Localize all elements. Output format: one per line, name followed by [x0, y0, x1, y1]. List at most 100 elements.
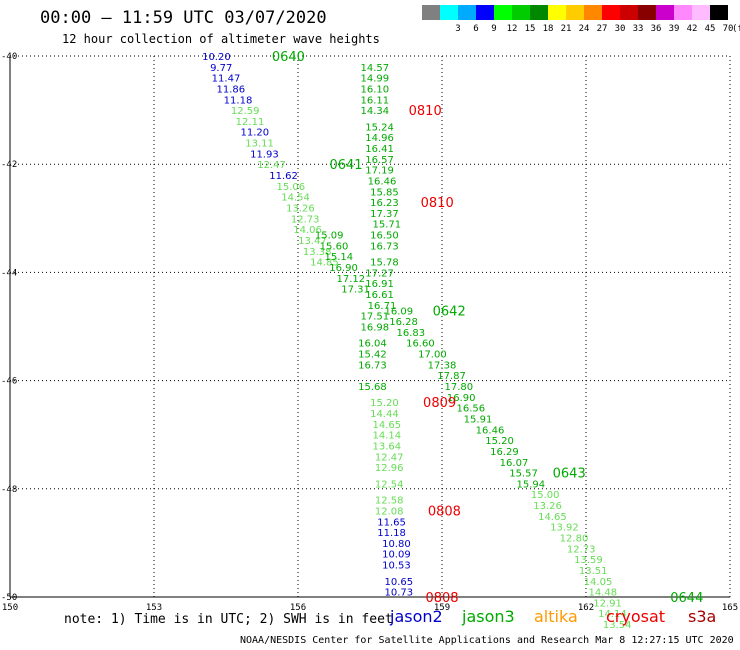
legend-swatch	[638, 5, 656, 20]
wave-height-value: 16.41	[365, 144, 394, 155]
satellite-label: jason3	[462, 607, 515, 626]
wave-height-value: 16.91	[365, 279, 394, 290]
wave-height-value: 13.26	[286, 203, 315, 214]
wave-height-value: 14.44	[370, 409, 399, 420]
satellite-label: s3a	[688, 607, 717, 626]
wave-height-value: 17.37	[370, 209, 399, 220]
wave-height-value: 14.34	[360, 106, 389, 117]
wave-height-value: 12.73	[567, 544, 596, 555]
wave-height-value: 11.18	[377, 528, 406, 539]
pass-time-label: 0808	[428, 504, 461, 519]
wave-height-value: 11.18	[224, 95, 253, 106]
wave-height-value: 10.65	[384, 577, 413, 588]
wave-height-value: 16.10	[360, 84, 389, 95]
x-tick-label: 150	[2, 603, 18, 613]
legend-unit: (ft)	[732, 24, 740, 34]
wave-height-value: 12.91	[593, 598, 622, 609]
wave-height-value: 13.38	[303, 247, 332, 258]
wave-height-value: 14.14	[598, 609, 627, 620]
wave-height-value: 11.20	[240, 128, 269, 139]
legend-label: 27	[596, 24, 608, 34]
legend-label: 30	[614, 24, 626, 34]
wave-height-value: 15.91	[464, 414, 493, 425]
wave-height-value: 17.87	[437, 371, 466, 382]
wave-height-value: 15.94	[516, 479, 545, 490]
legend-label: 6	[473, 24, 479, 34]
legend-swatch	[458, 5, 476, 20]
legend-swatch	[584, 5, 602, 20]
legend-swatch	[548, 5, 566, 20]
wave-height-value: 16.90	[447, 393, 476, 404]
wave-height-value: 13.92	[550, 523, 579, 534]
wave-height-value: 16.23	[370, 198, 399, 209]
wave-height-value: 17.12	[336, 274, 365, 285]
y-tick-label: -44	[1, 268, 17, 278]
x-tick-label: 162	[578, 603, 594, 613]
wave-height-value: 12.58	[375, 496, 404, 507]
pass-time-label: 0642	[433, 304, 466, 319]
wave-height-value: 14.65	[538, 512, 567, 523]
wave-height-value: 10.80	[382, 539, 411, 550]
wave-height-value: 12.11	[236, 117, 265, 128]
wave-height-value: 16.28	[389, 317, 418, 328]
legend-label: 39	[668, 24, 680, 34]
pass-time-label: 0809	[423, 396, 456, 411]
wave-height-value: 16.83	[396, 328, 425, 339]
wave-height-value: 16.60	[406, 339, 435, 350]
wave-height-value: 11.47	[212, 74, 241, 85]
wave-height-value: 13.59	[574, 555, 603, 566]
legend-swatch	[710, 5, 728, 20]
legend-swatch	[512, 5, 530, 20]
wave-height-value: 16.50	[370, 231, 399, 242]
wave-height-value: 13.64	[372, 442, 401, 453]
wave-height-value: 11.62	[269, 171, 298, 182]
wave-height-value: 14.85	[310, 258, 339, 269]
wave-height-value: 14.96	[365, 133, 394, 144]
wave-height-value: 13.11	[245, 139, 274, 150]
wave-height-value: 15.71	[372, 220, 401, 231]
x-tick-label: 165	[722, 603, 738, 613]
wave-height-value: 11.93	[250, 149, 279, 160]
x-tick-label: 156	[290, 603, 306, 613]
wave-height-value: 14.48	[588, 588, 617, 599]
wave-height-value: 17.31	[341, 285, 370, 296]
wave-height-value: 17.19	[365, 166, 394, 177]
wave-height-value: 12.80	[560, 533, 589, 544]
wave-height-value: 16.04	[358, 339, 387, 350]
pass-time-label: 0643	[553, 467, 586, 482]
wave-height-value: 13.47	[298, 236, 327, 247]
legend-label: 12	[506, 24, 518, 34]
legend-swatch	[674, 5, 692, 20]
wave-height-value: 9.77	[210, 63, 232, 74]
wave-height-value: 12.59	[231, 106, 260, 117]
legend-label: 70	[722, 24, 734, 34]
wave-height-value: 13.51	[579, 566, 608, 577]
wave-height-value: 14.99	[360, 74, 389, 85]
wave-height-value: 16.29	[490, 447, 519, 458]
wave-height-value: 16.56	[456, 404, 485, 415]
legend-label: 15	[524, 24, 536, 34]
wave-height-value: 14.14	[372, 431, 401, 442]
legend-swatch	[602, 5, 620, 20]
wave-height-value: 15.85	[370, 187, 399, 198]
legend-swatch	[440, 5, 458, 20]
legend-swatch	[476, 5, 494, 20]
wave-height-value: 16.46	[368, 176, 397, 187]
wave-height-value: 15.20	[370, 398, 399, 409]
wave-height-value: 12.08	[375, 506, 404, 517]
wave-height-value: 14.05	[584, 577, 613, 588]
wave-height-value: 12.96	[375, 463, 404, 474]
legend-label: 33	[632, 24, 644, 34]
wave-height-value: 15.60	[320, 241, 349, 252]
wave-height-value: 10.53	[382, 561, 411, 572]
wave-height-value: 12.73	[291, 214, 320, 225]
pass-time-label: 0810	[421, 196, 454, 211]
wave-height-value: 16.98	[360, 323, 389, 334]
wave-height-value: 15.42	[358, 350, 387, 361]
legend-label: 36	[650, 24, 662, 34]
x-tick-label: 159	[434, 603, 450, 613]
legend-label: 21	[560, 24, 572, 34]
wave-height-value: 16.11	[360, 95, 389, 106]
wave-height-value: 11.86	[216, 84, 245, 95]
pass-time-label: 0641	[329, 158, 362, 173]
